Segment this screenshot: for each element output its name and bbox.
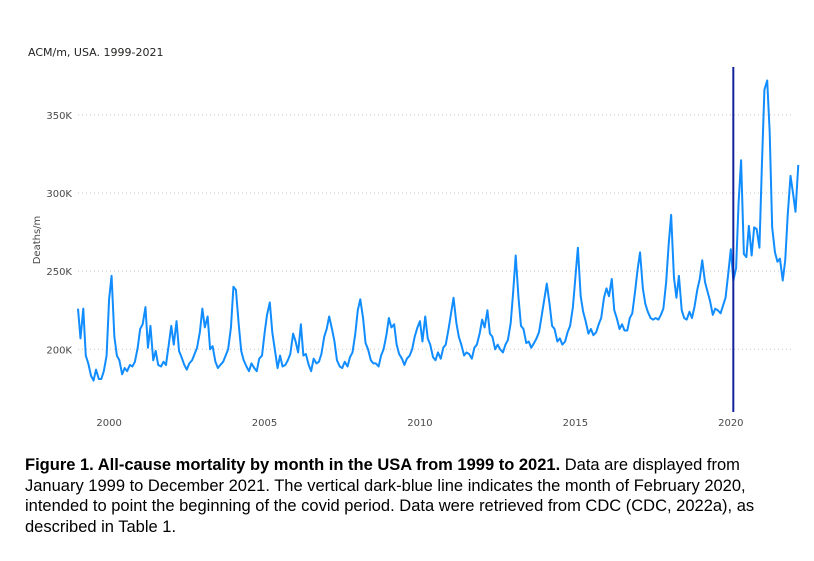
x-tick-label: 2005 [252, 418, 277, 429]
x-axis-ticks: 2000 2005 2010 2015 2020 [96, 418, 743, 429]
y-tick-label: 350K [46, 111, 72, 122]
x-tick-label: 2015 [563, 418, 588, 429]
series-layer [77, 79, 800, 382]
x-tick-label: 2000 [96, 418, 121, 429]
caption-label: Figure 1. All-cause mortality by month i… [25, 456, 561, 474]
y-axis-title: Deaths/m [32, 216, 43, 265]
chart-title: ACM/m, USA. 1999-2021 [28, 46, 163, 59]
x-tick-label: 2010 [407, 418, 432, 429]
series-line [77, 79, 800, 382]
y-tick-label: 200K [46, 345, 72, 356]
gridlines [78, 114, 793, 350]
y-tick-label: 250K [46, 267, 72, 278]
y-tick-label: 300K [46, 189, 72, 200]
caption-text: Data are displayed from January 1999 to … [25, 456, 755, 536]
figure-caption: Figure 1. All-cause mortality by month i… [25, 455, 795, 537]
y-axis-ticks: 200K 250K 300K 350K [46, 111, 72, 356]
mortality-line-chart: ACM/m, USA. 1999-2021 Deaths/m 200K 250K 3… [28, 46, 800, 429]
x-tick-label: 2020 [718, 418, 743, 429]
